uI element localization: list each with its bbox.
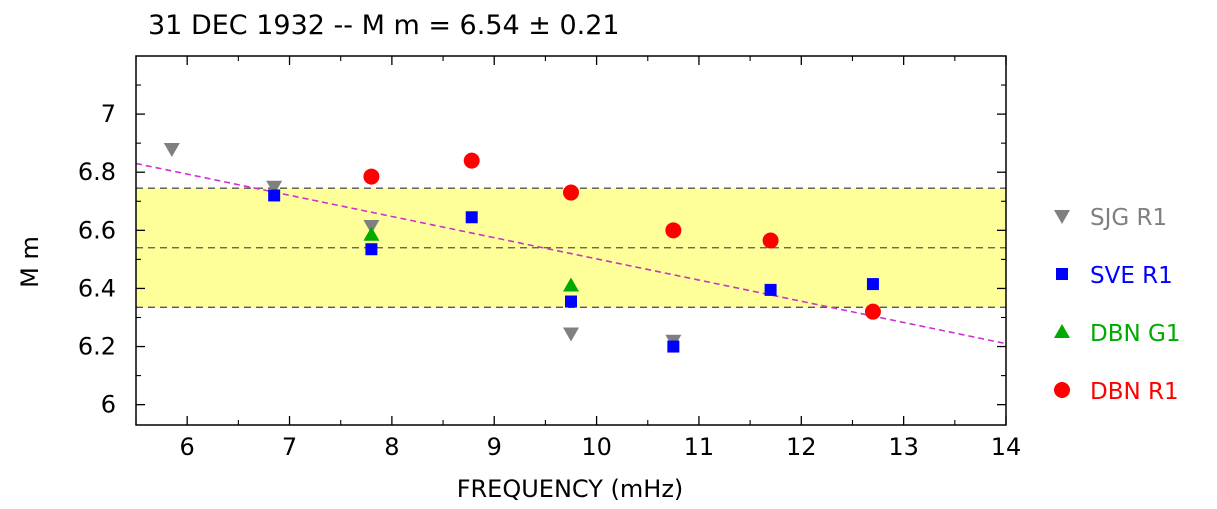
legend-label-sve-r1: SVE R1	[1090, 263, 1173, 289]
trend-line	[135, 162, 1007, 345]
y-tick-label: 6.8	[78, 158, 116, 186]
x-tick-label: 9	[487, 433, 502, 461]
legend-marker-dbn-g1	[1054, 324, 1070, 338]
x-tick-label: 14	[991, 433, 1022, 461]
x-tick-label: 8	[384, 433, 399, 461]
point-sve-r1	[764, 283, 777, 296]
point-dbn-r1	[665, 222, 682, 239]
x-tick-label: 7	[282, 433, 297, 461]
x-axis-label: FREQUENCY (mHz)	[457, 475, 684, 503]
point-sjg-r1	[163, 142, 180, 157]
point-dbn-r1	[563, 184, 579, 201]
y-tick-label: 7	[101, 100, 116, 128]
point-sve-r1	[465, 211, 478, 224]
point-dbn-r1	[463, 152, 480, 169]
legend-label-dbn-r1: DBN R1	[1090, 379, 1179, 405]
legend-label-sjg-r1: SJG R1	[1090, 205, 1167, 231]
point-sve-r1	[365, 243, 378, 256]
x-tick-label: 12	[786, 433, 817, 461]
point-dbn-g1	[363, 226, 380, 241]
legend-marker-sve-r1	[1056, 268, 1068, 280]
point-dbn-r1	[762, 232, 779, 249]
x-tick-label: 13	[888, 433, 919, 461]
y-axis-label: M m	[16, 236, 44, 288]
axis-ticks: 6 7 8 9 10 11 12 13 14 6 6.2 6.4 6.6 6.8 7	[78, 56, 1021, 461]
point-sjg-r1	[563, 327, 579, 342]
legend-marker-dbn-r1	[1054, 382, 1070, 398]
x-tick-label: 6	[180, 433, 195, 461]
y-tick-label: 6.2	[78, 333, 116, 361]
data-marks	[163, 142, 881, 353]
point-sve-r1	[667, 340, 680, 353]
legend-label-dbn-g1: DBN G1	[1090, 321, 1180, 347]
y-tick-label: 6.6	[78, 216, 116, 244]
point-sve-r1	[268, 189, 281, 202]
legend-marker-sjg-r1	[1054, 210, 1070, 224]
point-dbn-r1	[864, 303, 881, 320]
point-sve-r1	[866, 278, 879, 291]
point-dbn-r1	[363, 168, 380, 185]
y-tick-label: 6.4	[78, 274, 116, 302]
chart-title: 31 DEC 1932 -- M m = 6.54 ± 0.21	[148, 10, 620, 41]
point-sjg-r1	[266, 180, 283, 195]
plot-frame	[135, 55, 1007, 426]
y-tick-label: 6	[101, 391, 116, 419]
legend: SJG R1 SVE R1 DBN G1 DBN R1	[1054, 205, 1180, 405]
point-sve-r1	[565, 295, 577, 308]
x-tick-label: 11	[684, 433, 715, 461]
x-tick-label: 10	[581, 433, 612, 461]
point-dbn-g1	[563, 277, 579, 292]
